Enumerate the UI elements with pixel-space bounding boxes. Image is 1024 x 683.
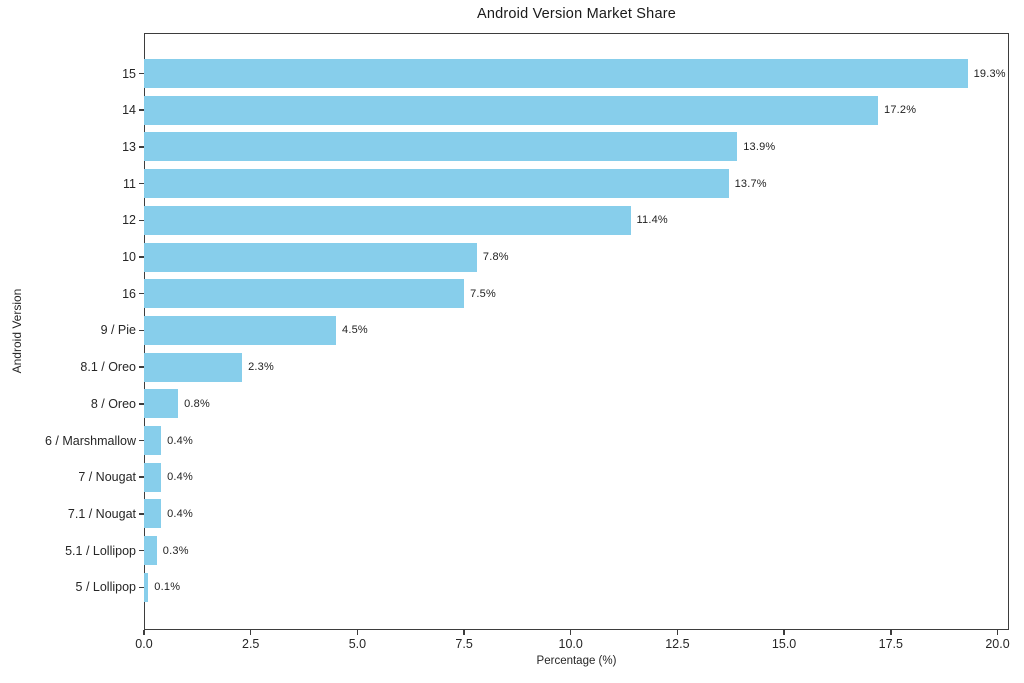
bar xyxy=(144,536,157,566)
bar xyxy=(144,352,243,382)
bar xyxy=(144,426,162,455)
bar xyxy=(144,315,336,345)
y-tick-label: 10 xyxy=(122,250,136,264)
y-tick-label: 14 xyxy=(122,103,136,118)
y-tick-mark xyxy=(139,146,144,148)
x-tick-mark xyxy=(356,630,359,635)
y-tick-mark xyxy=(139,182,144,185)
x-tick-mark xyxy=(143,630,145,635)
bar-value-label: 19.3% xyxy=(973,67,1006,80)
bar xyxy=(144,462,162,492)
bar-value-label: 0.4% xyxy=(167,507,193,520)
bar-value-label: 11.4% xyxy=(636,214,668,227)
y-tick-label: 16 xyxy=(122,286,136,301)
bar xyxy=(144,389,179,419)
x-tick-mark xyxy=(249,630,252,635)
bar-value-label: 7.8% xyxy=(482,251,509,263)
x-tick-label: 0.0 xyxy=(135,637,153,651)
x-tick-label: 10.0 xyxy=(558,637,583,651)
x-tick-label: 15.0 xyxy=(771,637,797,651)
bar-value-label: 13.7% xyxy=(734,177,767,190)
bar-value-label: 0.4% xyxy=(167,471,193,484)
y-tick-mark xyxy=(139,513,144,515)
y-tick-mark xyxy=(139,219,144,222)
bar-value-label: 0.1% xyxy=(154,581,181,594)
bar-value-label: 0.8% xyxy=(184,397,210,410)
y-tick-mark xyxy=(139,476,144,478)
y-tick-mark xyxy=(139,403,144,405)
bar xyxy=(144,279,465,309)
y-tick-mark xyxy=(139,586,144,589)
y-tick-label: 8 / Oreo xyxy=(90,396,136,411)
bar-value-label: 4.5% xyxy=(342,324,368,337)
y-tick-label: 9 / Pie xyxy=(100,323,136,338)
bar-value-label: 13.9% xyxy=(743,140,776,153)
y-tick-mark xyxy=(139,109,144,111)
bar xyxy=(144,242,477,272)
x-tick-mark xyxy=(783,630,785,635)
y-tick-label: 13 xyxy=(122,139,136,154)
y-tick-mark xyxy=(139,256,144,258)
bar-value-label: 2.3% xyxy=(248,361,274,374)
x-tick-label: 5.0 xyxy=(348,637,367,651)
bar xyxy=(144,95,878,125)
x-tick-mark xyxy=(569,630,572,635)
bar xyxy=(144,205,631,235)
y-tick-mark xyxy=(139,329,144,332)
y-tick-label: 15 xyxy=(122,66,136,81)
y-tick-label: 11 xyxy=(123,176,136,191)
y-tick-label: 5.1 / Lollipop xyxy=(65,543,136,558)
bar xyxy=(144,132,738,162)
x-tick-label: 12.5 xyxy=(665,637,690,651)
x-tick-label: 20.0 xyxy=(985,637,1010,651)
x-tick-mark xyxy=(463,630,465,635)
x-tick-label: 2.5 xyxy=(241,637,260,651)
x-tick-label: 7.5 xyxy=(455,637,473,651)
y-tick-mark xyxy=(139,366,144,368)
bar-value-label: 7.5% xyxy=(470,287,496,300)
bar xyxy=(144,169,729,199)
y-tick-mark xyxy=(139,439,144,442)
y-tick-label: 5 / Lollipop xyxy=(75,580,136,595)
bar-value-label: 0.4% xyxy=(167,434,193,447)
x-axis-label: Percentage (%) xyxy=(536,655,617,667)
y-tick-mark xyxy=(139,292,144,295)
y-tick-label: 7.1 / Nougat xyxy=(67,506,136,521)
y-axis-label: Android Version xyxy=(10,288,24,374)
x-tick-mark xyxy=(890,630,892,635)
x-tick-mark xyxy=(996,630,999,635)
chart-title: Android Version Market Share xyxy=(476,6,677,22)
bar xyxy=(144,572,149,602)
bar xyxy=(144,59,968,88)
bar-value-label: 0.3% xyxy=(162,544,189,557)
y-tick-mark xyxy=(139,549,144,552)
x-tick-label: 17.5 xyxy=(878,637,903,651)
x-tick-mark xyxy=(676,630,679,635)
bar-value-label: 17.2% xyxy=(884,104,917,117)
bar xyxy=(144,499,162,529)
y-tick-label: 7 / Nougat xyxy=(78,470,136,485)
y-tick-label: 6 / Marshmallow xyxy=(45,433,136,448)
y-tick-mark xyxy=(139,72,144,75)
y-tick-label: 8.1 / Oreo xyxy=(80,360,136,375)
y-tick-label: 12 xyxy=(122,213,136,228)
